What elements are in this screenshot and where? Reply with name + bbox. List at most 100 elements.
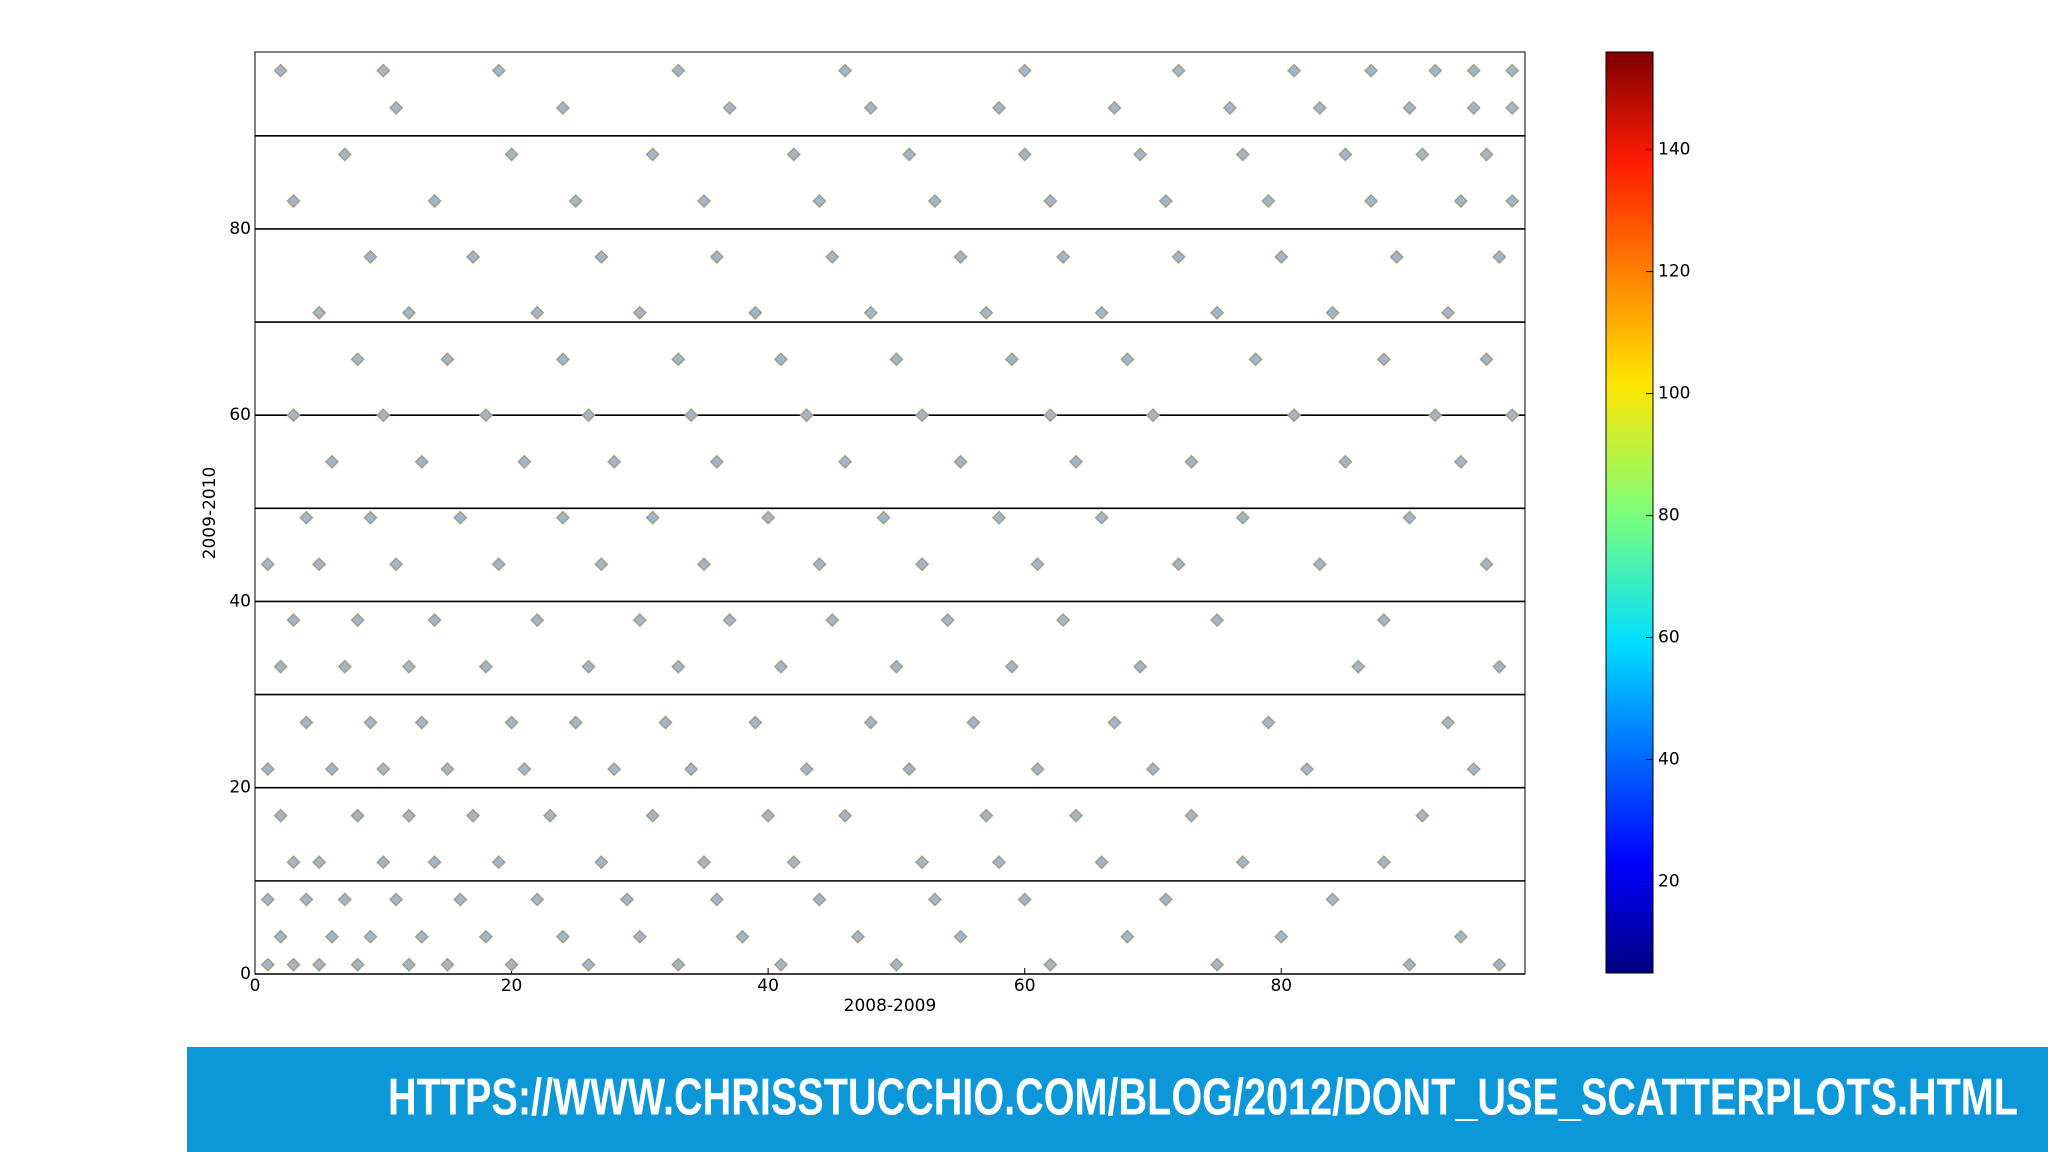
point <box>363 715 378 730</box>
colorbar-tick-label: 40 <box>1658 750 1680 770</box>
point <box>530 613 545 628</box>
point <box>1479 557 1494 572</box>
point <box>915 855 930 870</box>
point <box>376 762 391 777</box>
point <box>1184 454 1199 469</box>
point <box>504 957 519 972</box>
point <box>312 855 327 870</box>
point <box>671 659 686 674</box>
point <box>491 855 506 870</box>
point <box>363 929 378 944</box>
point <box>979 808 994 823</box>
point <box>1415 147 1430 162</box>
point <box>286 957 301 972</box>
point <box>350 352 365 367</box>
point <box>645 808 660 823</box>
point <box>825 249 840 264</box>
point <box>953 249 968 264</box>
point <box>1363 63 1379 78</box>
point <box>1505 408 1520 423</box>
point <box>722 100 737 115</box>
point <box>1363 193 1379 209</box>
point <box>363 249 378 264</box>
point <box>825 613 840 628</box>
point <box>1145 408 1161 423</box>
point <box>915 557 930 572</box>
point <box>966 715 981 730</box>
point <box>671 957 686 972</box>
point <box>594 855 609 870</box>
point <box>1235 855 1250 870</box>
point <box>696 855 712 870</box>
point <box>491 557 506 572</box>
x-tick-label: 60 <box>1014 976 1036 996</box>
point <box>273 659 288 674</box>
point <box>427 855 442 870</box>
point <box>940 613 955 628</box>
point <box>1235 147 1250 162</box>
y-tick-label: 0 <box>240 964 251 984</box>
point <box>902 762 917 777</box>
point <box>1043 193 1058 209</box>
colorbar-tick-label: 120 <box>1658 262 1690 282</box>
point <box>632 613 647 628</box>
point <box>1453 929 1468 944</box>
point <box>1068 454 1084 469</box>
point <box>1043 408 1058 423</box>
footer-url: HTTPS://WWW.CHRISSTUCCHIO.COM/BLOG/2012/… <box>388 1069 2018 1127</box>
point <box>453 892 468 907</box>
point <box>1068 808 1084 823</box>
point <box>1325 892 1340 907</box>
point <box>953 454 968 469</box>
point <box>286 855 301 870</box>
point <box>1056 613 1071 628</box>
point <box>1466 63 1481 78</box>
point <box>645 510 660 525</box>
point <box>1428 408 1443 423</box>
y-tick-label: 20 <box>229 778 251 798</box>
point <box>773 957 789 972</box>
x-tick-label: 80 <box>1270 976 1292 996</box>
point <box>1274 249 1289 264</box>
point <box>427 613 442 628</box>
point <box>324 454 340 469</box>
point <box>568 193 583 209</box>
point <box>376 408 391 423</box>
point <box>1505 100 1520 115</box>
point <box>607 762 622 777</box>
point <box>440 762 455 777</box>
point <box>1210 957 1225 972</box>
point <box>773 352 789 367</box>
point <box>1120 352 1135 367</box>
point <box>350 957 365 972</box>
point <box>1107 100 1122 115</box>
point <box>1338 147 1353 162</box>
point <box>568 715 583 730</box>
point <box>1248 352 1263 367</box>
colorbar-tick-label: 60 <box>1658 628 1680 648</box>
point <box>1466 762 1481 777</box>
point <box>902 147 917 162</box>
point <box>1094 305 1109 320</box>
point <box>1171 63 1186 78</box>
point <box>350 808 365 823</box>
point <box>389 100 404 115</box>
point <box>478 929 493 944</box>
point <box>1158 892 1173 907</box>
point <box>1171 557 1186 572</box>
point <box>1222 100 1238 115</box>
point <box>1261 193 1276 209</box>
point <box>1505 63 1520 78</box>
point <box>991 510 1007 525</box>
point <box>1287 408 1302 423</box>
point <box>1145 762 1161 777</box>
point <box>1017 63 1032 78</box>
point <box>1492 957 1507 972</box>
point <box>1094 855 1109 870</box>
point <box>979 305 994 320</box>
point <box>1338 454 1353 469</box>
x-tick-label: 0 <box>250 976 261 996</box>
point <box>389 557 404 572</box>
point <box>1274 929 1289 944</box>
point <box>684 408 699 423</box>
